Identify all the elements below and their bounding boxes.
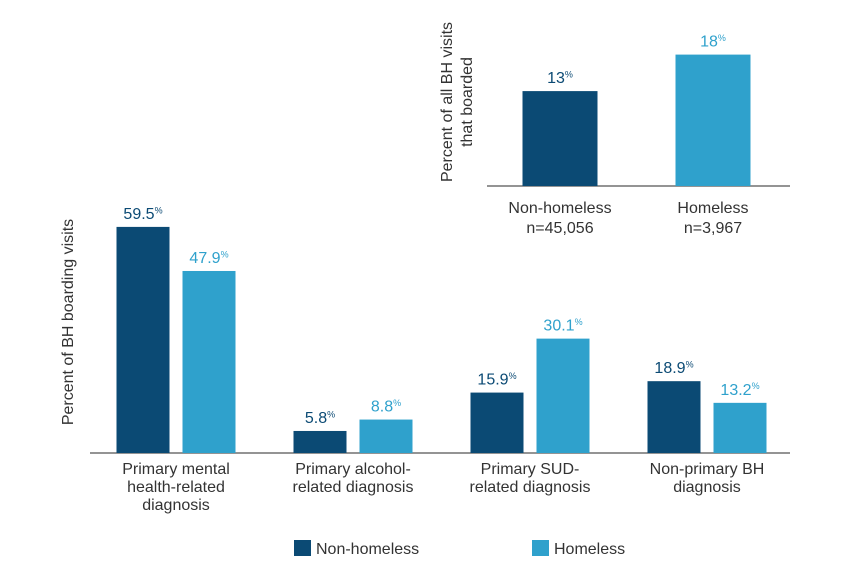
bar-homeless-1: [359, 419, 413, 453]
data-label-non-homeless-3: 18.9%: [654, 360, 693, 378]
inset-data-label-non-homeless: 13%: [547, 70, 573, 88]
data-label-homeless-3: 13.2%: [720, 381, 759, 399]
inset-bar-non-homeless: [522, 91, 598, 186]
legend-swatch-1: [532, 540, 549, 556]
legend-label-0: Non-homeless: [316, 541, 419, 558]
category-label-1: Primary alcohol-related diagnosis: [293, 461, 414, 496]
bar-homeless-2: [536, 338, 590, 453]
data-label-non-homeless-0: 59.5%: [123, 205, 162, 223]
category-label-2: Primary SUD-related diagnosis: [470, 461, 591, 496]
inset-data-label-homeless: 18%: [700, 33, 726, 51]
legend-label-1: Homeless: [554, 541, 625, 558]
data-label-homeless-2: 30.1%: [543, 317, 582, 335]
bar-non-homeless-0: [116, 226, 170, 453]
inset-y-axis-label: Percent of all BH visits that boarded: [439, 22, 476, 182]
bar-non-homeless-2: [470, 392, 524, 453]
bar-homeless-3: [713, 402, 767, 453]
inset-category-label-1: Homeless n=3,967: [677, 200, 748, 237]
inset-category-label-0: Non-homeless n=45,056: [508, 200, 611, 237]
category-label-3: Non-primary BH diagnosis: [650, 461, 765, 496]
data-label-non-homeless-2: 15.9%: [477, 371, 516, 389]
legend-swatch-0: [294, 540, 311, 556]
bar-non-homeless-3: [647, 381, 701, 453]
bar-homeless-0: [182, 270, 236, 453]
data-label-non-homeless-1: 5.8%: [305, 409, 335, 427]
data-label-homeless-0: 47.9%: [189, 249, 228, 267]
inset-bar-homeless: [675, 54, 751, 186]
data-label-homeless-1: 8.8%: [371, 398, 401, 416]
category-label-0: Primary mental health-related diagnosis: [122, 461, 230, 514]
bar-non-homeless-1: [293, 430, 347, 453]
y-axis-label: Percent of BH boarding visits: [60, 219, 77, 425]
